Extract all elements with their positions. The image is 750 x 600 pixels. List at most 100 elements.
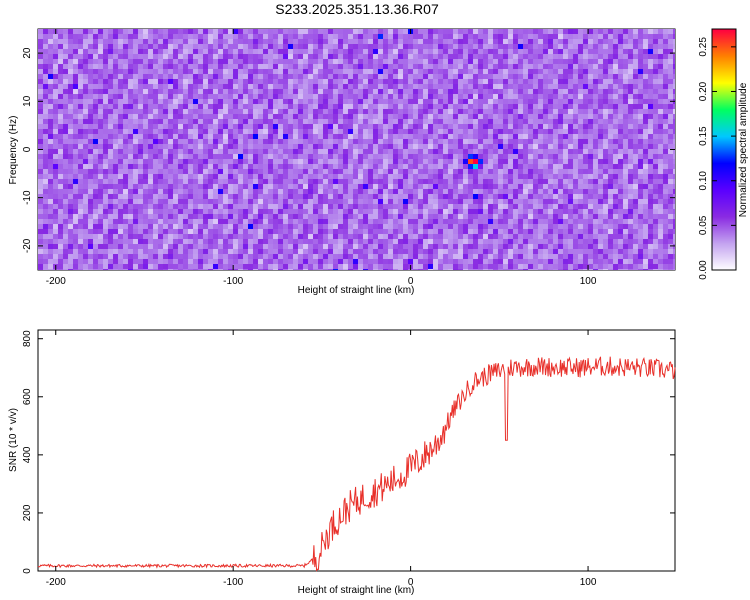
heatmap-cell xyxy=(193,114,198,119)
heatmap-cell xyxy=(473,69,478,74)
heatmap-cell xyxy=(73,129,78,134)
heatmap-cell xyxy=(643,49,648,54)
heatmap-cell xyxy=(373,119,378,124)
heatmap-cell xyxy=(153,174,158,179)
heatmap-cell xyxy=(633,79,638,84)
heatmap-cell xyxy=(228,114,233,119)
heatmap-cell xyxy=(608,174,613,179)
heatmap-cell xyxy=(523,134,528,139)
heatmap-cell xyxy=(273,164,278,169)
heatmap-cell xyxy=(43,154,48,159)
heatmap-cell xyxy=(98,169,103,174)
heatmap-cell xyxy=(408,199,413,204)
heatmap-cell xyxy=(598,89,603,94)
heatmap-cell xyxy=(543,129,548,134)
heatmap-cell xyxy=(378,199,383,204)
heatmap-cell xyxy=(218,214,223,219)
heatmap-cell xyxy=(293,39,298,44)
heatmap-cell xyxy=(453,99,458,104)
heatmap-cell xyxy=(518,34,523,39)
heatmap-cell xyxy=(643,119,648,124)
heatmap-cell xyxy=(538,174,543,179)
heatmap-cell xyxy=(468,69,473,74)
heatmap-cell xyxy=(513,189,518,194)
heatmap-cell xyxy=(368,119,373,124)
heatmap-cell xyxy=(603,89,608,94)
heatmap-cell xyxy=(73,109,78,114)
heatmap-cell xyxy=(278,179,283,184)
heatmap-cell xyxy=(238,44,243,49)
heatmap-cell xyxy=(578,209,583,214)
heatmap-cell xyxy=(493,94,498,99)
heatmap-cell xyxy=(643,154,648,159)
heatmap-cell xyxy=(128,174,133,179)
heatmap-cell xyxy=(588,144,593,149)
heatmap-cell xyxy=(278,99,283,104)
heatmap-cell xyxy=(663,194,668,199)
heatmap-cell xyxy=(338,64,343,69)
heatmap-cell xyxy=(128,39,133,44)
heatmap-cell xyxy=(308,109,313,114)
heatmap-cell xyxy=(178,179,183,184)
heatmap-cell xyxy=(503,164,508,169)
heatmap-cell xyxy=(183,124,188,129)
heatmap-cell xyxy=(153,124,158,129)
heatmap-cell xyxy=(163,59,168,64)
heatmap-cell xyxy=(323,44,328,49)
heatmap-cell xyxy=(193,49,198,54)
heatmap-cell xyxy=(288,169,293,174)
heatmap-cell xyxy=(643,54,648,59)
heatmap-cell xyxy=(658,184,663,189)
heatmap-cell xyxy=(478,89,483,94)
heatmap-cell xyxy=(48,124,53,129)
heatmap-cell xyxy=(303,114,308,119)
heatmap-cell xyxy=(603,79,608,84)
heatmap-cell xyxy=(253,139,258,144)
heatmap-cell xyxy=(58,154,63,159)
heatmap-cell xyxy=(43,159,48,164)
heatmap-cell xyxy=(278,89,283,94)
heatmap-cell xyxy=(103,174,108,179)
heatmap-cell xyxy=(463,164,468,169)
heatmap-cell xyxy=(473,109,478,114)
heatmap-cell xyxy=(598,214,603,219)
heatmap-cell xyxy=(288,39,293,44)
heatmap-cell xyxy=(553,209,558,214)
heatmap-cell xyxy=(303,124,308,129)
heatmap-cell xyxy=(468,209,473,214)
heatmap-cell xyxy=(313,89,318,94)
heatmap-cell xyxy=(273,194,278,199)
heatmap-cell xyxy=(428,219,433,224)
heatmap-cell xyxy=(223,149,228,154)
heatmap-cell xyxy=(358,109,363,114)
heatmap-cell xyxy=(458,179,463,184)
heatmap-cell xyxy=(378,139,383,144)
heatmap-cell xyxy=(623,159,628,164)
heatmap-cell xyxy=(573,79,578,84)
heatmap-cell xyxy=(373,94,378,99)
heatmap-cell xyxy=(303,149,308,154)
heatmap-cell xyxy=(658,99,663,104)
heatmap-cell xyxy=(438,49,443,54)
heatmap-cell xyxy=(63,184,68,189)
heatmap-cell xyxy=(133,199,138,204)
heatmap-cell xyxy=(653,59,658,64)
heatmap-cell xyxy=(508,169,513,174)
heatmap-cell xyxy=(343,89,348,94)
heatmap-cell xyxy=(303,189,308,194)
heatmap-cell xyxy=(413,84,418,89)
heatmap-cell xyxy=(338,74,343,79)
heatmap-cell xyxy=(513,64,518,69)
heatmap-cell xyxy=(268,194,273,199)
heatmap-cell xyxy=(53,99,58,104)
heatmap-cell xyxy=(483,194,488,199)
heatmap-cell xyxy=(203,174,208,179)
heatmap-cell xyxy=(203,94,208,99)
heatmap-cell xyxy=(348,29,353,34)
heatmap-cell xyxy=(173,119,178,124)
heatmap-cell xyxy=(563,104,568,109)
heatmap-cell xyxy=(78,119,83,124)
heatmap-cell xyxy=(658,74,663,79)
heatmap-cell xyxy=(253,194,258,199)
heatmap-cell xyxy=(638,149,643,154)
